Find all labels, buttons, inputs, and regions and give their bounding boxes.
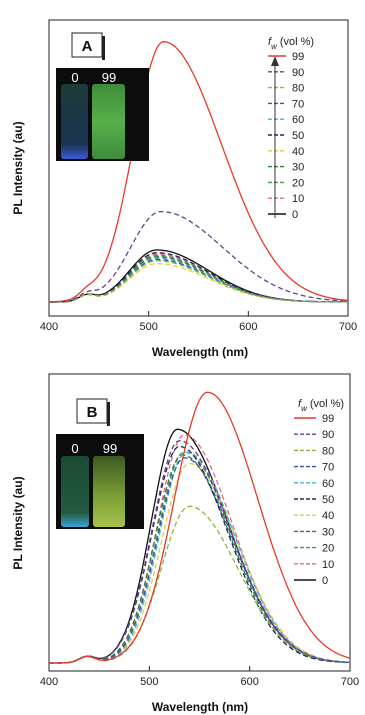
x-tick-label: 700 <box>339 321 357 333</box>
legend-label-99: 99 <box>322 413 334 425</box>
legend-label-30: 30 <box>292 162 304 174</box>
x-ticks-b: 400 500 600 700 <box>40 666 359 688</box>
legend-label-80: 80 <box>292 83 304 95</box>
x-tick-label: 400 <box>40 676 58 688</box>
panel-label-shadow-a <box>102 36 105 60</box>
panel-label-a: A <box>82 38 93 55</box>
legend-title-sub-a: w <box>271 42 278 51</box>
series-line-90 <box>49 440 351 664</box>
legend-arrow-head-a <box>271 56 279 66</box>
inset-label-a-99: 99 <box>102 70 116 85</box>
svg-text:fw(vol %): fw (vol %) <box>298 398 344 413</box>
legend-label-40: 40 <box>292 146 304 158</box>
x-tick-label: 600 <box>239 321 257 333</box>
panel-label-b: B <box>87 404 98 421</box>
legend-label-60: 60 <box>322 478 334 490</box>
legend-label-80: 80 <box>322 445 334 457</box>
panel-label-box-a <box>71 32 103 58</box>
legend-items-b: 99 90 80 70 60 50 40 30 20 10 0 <box>294 413 334 587</box>
panel-label-box-b <box>76 398 108 424</box>
vial-a-99 <box>92 84 125 159</box>
curves-a <box>49 41 349 303</box>
legend-title-main-a: f <box>268 36 272 48</box>
legend-a: fw (vol %) 99 90 80 70 60 50 40 30 20 10 0 <box>268 36 314 221</box>
legend-label-20: 20 <box>322 543 334 555</box>
x-tick-label: 700 <box>341 676 359 688</box>
inset-label-b-0: 0 <box>71 441 78 456</box>
legend-label-40: 40 <box>322 510 334 522</box>
inset-label-b-99: 99 <box>103 441 117 456</box>
legend-title-sub-b: w <box>301 404 308 413</box>
legend-label-20: 20 <box>292 177 304 189</box>
series-line-99 <box>49 391 351 664</box>
legend-label-90: 90 <box>322 429 334 441</box>
x-tick-label: 500 <box>140 676 158 688</box>
legend-label-60: 60 <box>292 114 304 126</box>
legend-label-70: 70 <box>292 98 304 110</box>
legend-items-a: 99 90 80 70 60 50 40 30 20 10 0 <box>268 51 304 221</box>
legend-title-unit-b: (vol %) <box>310 398 344 410</box>
series-line-80 <box>49 505 351 664</box>
inset-label-a-0: 0 <box>71 70 78 85</box>
vial-a-0 <box>61 84 88 159</box>
legend-label-50: 50 <box>322 494 334 506</box>
curves-b <box>49 391 351 664</box>
series-line-99 <box>49 41 349 303</box>
y-axis-title-a: PL Intensity (au) <box>11 121 25 214</box>
x-tick-label: 500 <box>139 321 157 333</box>
legend-label-99: 99 <box>292 51 304 63</box>
series-line-80 <box>49 260 349 303</box>
x-tick-label: 600 <box>240 676 258 688</box>
legend-label-0: 0 <box>292 209 298 221</box>
legend-label-0: 0 <box>322 575 328 587</box>
plot-frame-b <box>48 373 351 672</box>
series-line-0 <box>49 249 348 303</box>
inset-photo-a: 0 99 <box>56 68 149 161</box>
legend-label-90: 90 <box>292 67 304 79</box>
legend-label-10: 10 <box>292 193 304 205</box>
legend-label-50: 50 <box>292 130 304 142</box>
panel-a: 400 500 600 700 A 0 99 fw (vol %) 9990807060… <box>11 19 357 359</box>
vial-b-0 <box>61 456 89 527</box>
legend-title-main-b: f <box>298 398 302 410</box>
legend-label-10: 10 <box>322 559 334 571</box>
y-axis-title-b: PL Intensity (au) <box>11 476 25 569</box>
x-axis-title-a: Wavelength (nm) <box>152 345 248 359</box>
legend-b: fw (vol %) 99 90 80 70 60 50 40 30 20 10 0 <box>294 398 344 587</box>
x-ticks-a: 400 500 600 700 <box>40 311 357 333</box>
x-tick-label: 400 <box>40 321 58 333</box>
plot-frame-a <box>48 19 349 317</box>
series-line-90 <box>49 210 349 303</box>
svg-text:fw(vol %): fw (vol %) <box>268 36 314 51</box>
inset-photo-b: 0 99 <box>56 434 144 529</box>
vial-b-99 <box>93 456 125 527</box>
panel-b: 400 500 600 700 B 0 99 fw (vol %) 9990807060… <box>11 373 359 714</box>
legend-title-unit-a: (vol %) <box>280 36 314 48</box>
panel-label-shadow-b <box>107 402 110 426</box>
legend-label-70: 70 <box>322 462 334 474</box>
legend-label-30: 30 <box>322 526 334 538</box>
x-axis-title-b: Wavelength (nm) <box>152 700 248 714</box>
